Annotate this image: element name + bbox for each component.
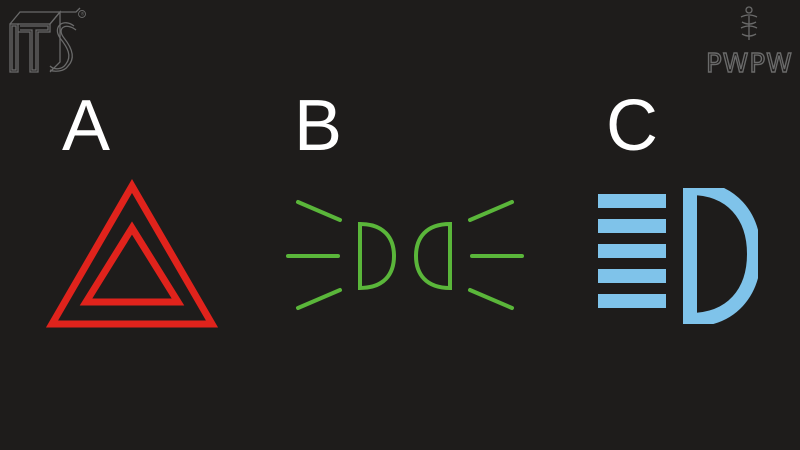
option-letter-a: A xyxy=(61,86,111,166)
option-letter-b: B xyxy=(293,86,343,166)
pwpw-emblem-icon xyxy=(740,6,758,40)
option-letter-c: C xyxy=(606,86,658,166)
hazard-warning-triangle-icon xyxy=(45,179,219,328)
its-logo: ® xyxy=(9,7,86,73)
high-beam-icon xyxy=(598,188,758,324)
registered-mark: ® xyxy=(80,11,85,18)
position-lights-icon xyxy=(286,200,524,310)
pwpw-logo-text: PWPW xyxy=(706,49,793,79)
pwpw-logo: PWPW xyxy=(705,6,793,80)
